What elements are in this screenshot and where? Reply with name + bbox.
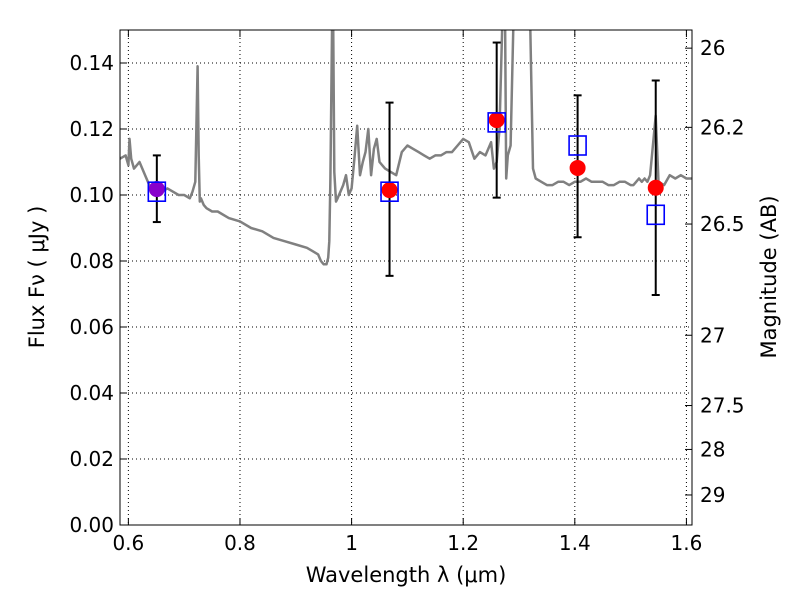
observed-point [381, 182, 398, 199]
y-right-tick-label: 27 [700, 323, 725, 347]
y-tick-label: 0.04 [69, 381, 114, 405]
plot-frame [119, 29, 693, 526]
y-right-tick-label: 26 [700, 36, 725, 60]
x-tick-label: 1.6 [671, 531, 703, 555]
y-tick-label: 0.00 [69, 513, 114, 537]
model-point [380, 181, 399, 202]
x-tick-label: 1.4 [559, 531, 591, 555]
axis-ticks: 0.6 0.8 1 1.2 1.4 1.6 0.00 0.02 0.04 0.06 0.08 0.10… [69, 30, 745, 555]
y-tick-label: 0.14 [69, 51, 114, 75]
model-points [147, 112, 666, 226]
spectrum-line [120, 30, 692, 266]
y-right-tick-label: 26.2 [700, 115, 745, 139]
observed-point [488, 112, 505, 129]
observed-points [148, 112, 664, 199]
y-tick-label: 0.06 [69, 315, 114, 339]
y-axis-label-right: Magnitude (AB) [757, 195, 781, 358]
x-tick-label: 0.8 [224, 531, 256, 555]
observed-point [148, 181, 165, 198]
observed-point [647, 179, 664, 196]
y-tick-label: 0.12 [69, 117, 114, 141]
y-tick-label: 0.10 [69, 183, 114, 207]
y-right-tick-label: 26.5 [700, 212, 745, 236]
y-tick-label: 0.08 [69, 249, 114, 273]
y-axis-label: Flux Fν ( μJy ) [25, 206, 49, 349]
model-point [147, 181, 167, 202]
model-point [487, 112, 506, 133]
y-tick-label: 0.02 [69, 447, 114, 471]
observed-point [569, 159, 586, 176]
model-point [646, 204, 666, 226]
x-tick-label: 0.6 [112, 531, 144, 555]
x-tick-label: 1 [345, 531, 358, 555]
spectrum-layer [120, 30, 692, 266]
x-tick-label: 1.2 [447, 531, 479, 555]
model-point [568, 135, 587, 156]
y-right-tick-label: 28 [700, 437, 725, 461]
y-right-tick-label: 27.5 [700, 394, 745, 418]
x-axis-label: Wavelength λ (μm) [306, 563, 507, 587]
y-right-tick-label: 29 [700, 483, 725, 507]
